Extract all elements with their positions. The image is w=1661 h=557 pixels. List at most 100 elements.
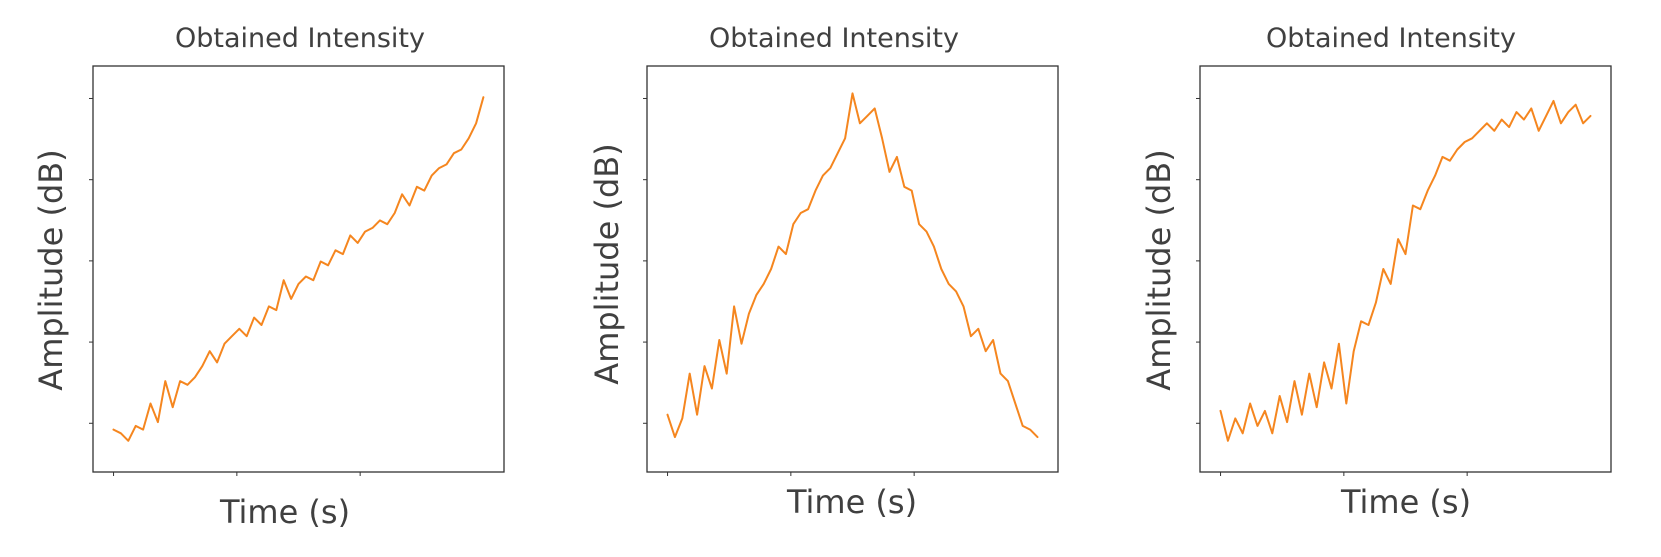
data-point xyxy=(807,208,809,210)
data-point xyxy=(778,246,780,248)
chart-panel-3: Obtained Intensity Time (s) Amplitude (dB) xyxy=(1140,23,1612,521)
data-point xyxy=(172,406,174,408)
plot-frame xyxy=(1199,65,1612,473)
data-point xyxy=(1590,115,1592,117)
data-point xyxy=(431,175,433,177)
data-point xyxy=(372,227,374,229)
data-point xyxy=(1294,380,1296,382)
data-point xyxy=(859,123,861,125)
data-point xyxy=(1471,138,1473,140)
data-point xyxy=(1582,123,1584,125)
data-point xyxy=(268,306,270,308)
data-point xyxy=(1227,440,1229,442)
data-point xyxy=(1323,362,1325,364)
data-point xyxy=(1368,324,1370,326)
data-point xyxy=(719,339,721,341)
data-point xyxy=(704,365,706,367)
data-point xyxy=(1545,115,1547,117)
data-point xyxy=(1434,175,1436,177)
data-point xyxy=(667,414,669,416)
data-point xyxy=(763,283,765,285)
data-point xyxy=(711,388,713,390)
data-point xyxy=(1397,238,1399,240)
chart-panel-2: Obtained Intensity Time (s) Amplitude (dB) xyxy=(588,23,1059,521)
data-point xyxy=(135,425,137,427)
data-point xyxy=(409,205,411,207)
data-point xyxy=(970,335,972,337)
data-point xyxy=(165,380,167,382)
data-point xyxy=(224,343,226,345)
data-point xyxy=(142,429,144,431)
data-point xyxy=(830,167,832,169)
data-point xyxy=(1331,388,1333,390)
data-point xyxy=(298,283,300,285)
data-point xyxy=(852,93,854,95)
data-point xyxy=(1501,119,1503,121)
data-point xyxy=(1553,100,1555,102)
data-point xyxy=(1264,410,1266,412)
data-point xyxy=(157,421,159,423)
data-point xyxy=(401,194,403,196)
data-point xyxy=(674,436,676,438)
data-point xyxy=(179,380,181,382)
data-point xyxy=(1316,406,1318,408)
data-point xyxy=(394,212,396,214)
data-point xyxy=(438,167,440,169)
plot-frame xyxy=(646,65,1059,473)
data-point xyxy=(881,138,883,140)
data-point xyxy=(1486,123,1488,125)
data-point xyxy=(1037,436,1039,438)
data-point xyxy=(756,294,758,296)
data-point xyxy=(187,384,189,386)
data-point xyxy=(461,149,463,151)
data-point xyxy=(364,231,366,233)
data-point xyxy=(1249,403,1251,405)
data-point xyxy=(815,190,817,192)
data-point xyxy=(120,433,122,435)
data-point xyxy=(305,276,307,278)
data-point xyxy=(948,283,950,285)
data-point xyxy=(1494,130,1496,132)
data-point xyxy=(350,235,352,237)
data-point xyxy=(239,328,241,330)
data-point xyxy=(793,223,795,225)
data-point xyxy=(1560,123,1562,125)
data-point xyxy=(1427,190,1429,192)
x-axis-label: Time (s) xyxy=(1340,483,1471,521)
data-point xyxy=(150,403,152,405)
data-point xyxy=(1420,208,1422,210)
data-point xyxy=(926,231,928,233)
data-point xyxy=(1309,373,1311,375)
data-point xyxy=(874,108,876,110)
data-point xyxy=(216,362,218,364)
data-point xyxy=(867,115,869,117)
data-point xyxy=(1338,343,1340,345)
data-point xyxy=(1272,433,1274,435)
data-point xyxy=(1457,149,1459,151)
data-point xyxy=(1479,130,1481,132)
data-point xyxy=(1353,350,1355,352)
data-point xyxy=(1383,268,1385,270)
data-point xyxy=(963,306,965,308)
data-point xyxy=(1442,156,1444,158)
series-line-1 xyxy=(666,92,1039,439)
data-point xyxy=(335,250,337,252)
series-line-1 xyxy=(112,96,485,442)
data-point xyxy=(941,268,943,270)
data-point xyxy=(741,343,743,345)
data-point xyxy=(896,156,898,158)
data-point xyxy=(1029,429,1031,431)
data-point xyxy=(246,335,248,337)
data-point xyxy=(978,328,980,330)
data-point xyxy=(955,291,957,293)
data-point xyxy=(276,309,278,311)
data-point xyxy=(209,350,211,352)
data-point xyxy=(1279,395,1281,397)
y-axis-label: Amplitude (dB) xyxy=(32,149,70,390)
data-point xyxy=(283,279,285,281)
data-point xyxy=(1538,130,1540,132)
x-axis-label: Time (s) xyxy=(219,493,350,531)
data-point xyxy=(128,440,130,442)
data-point xyxy=(357,242,359,244)
